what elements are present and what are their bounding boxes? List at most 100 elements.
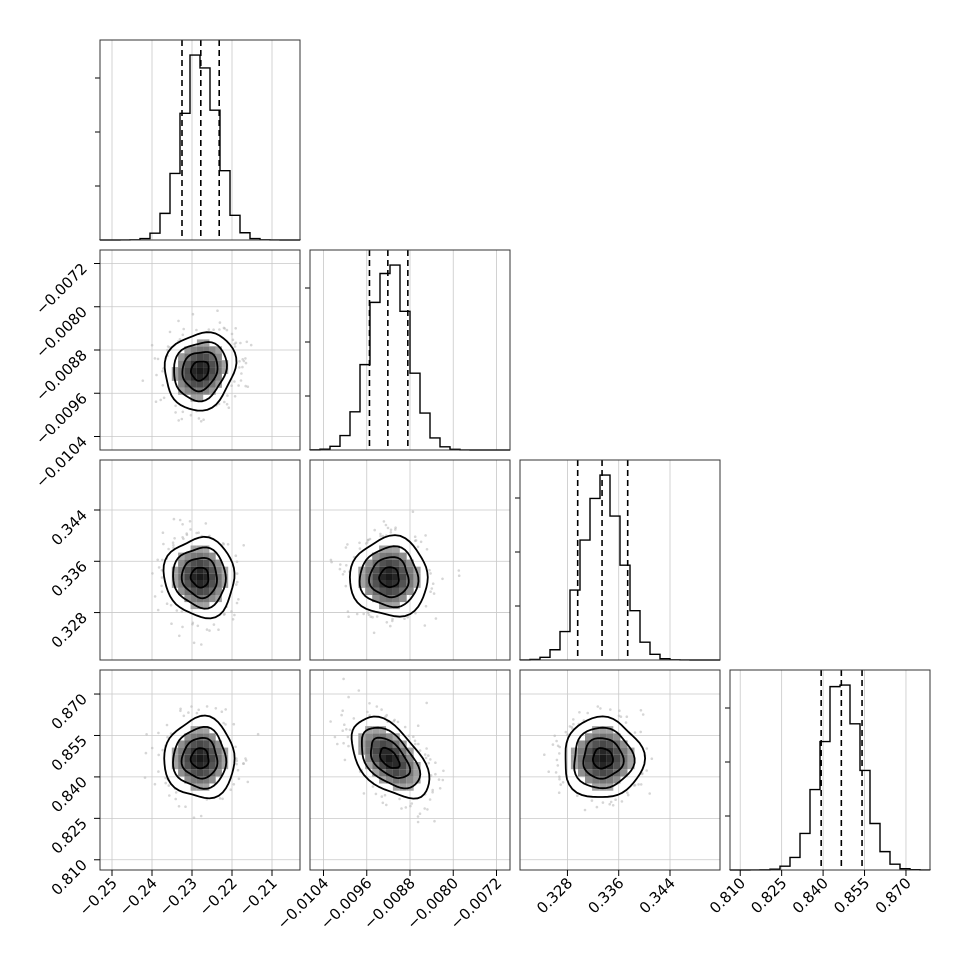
density-cell xyxy=(585,776,593,784)
scatter-point xyxy=(413,739,417,743)
panel-frame xyxy=(99,39,301,241)
density-cell xyxy=(209,346,216,354)
scatter-point xyxy=(362,792,366,795)
density-cell xyxy=(178,747,185,755)
y-tick-label-2-0: 0.328 xyxy=(48,609,91,652)
density-cell xyxy=(379,747,386,755)
y-tick-label-2-2: 0.344 xyxy=(48,506,91,549)
density-cell xyxy=(184,552,191,560)
scatter-point xyxy=(434,617,438,620)
scatter-point xyxy=(217,628,220,631)
panel-frame xyxy=(99,669,301,871)
scatter-point xyxy=(181,536,184,539)
scatter-point xyxy=(244,357,247,360)
scatter-point xyxy=(554,771,558,774)
density-cell xyxy=(203,602,210,610)
scatter-point xyxy=(330,560,333,564)
scatter-point xyxy=(352,717,356,720)
scatter-point xyxy=(236,580,239,584)
scatter-point xyxy=(174,791,178,794)
scatter-point xyxy=(141,379,145,383)
density-cell xyxy=(613,754,621,762)
scatter-point xyxy=(383,793,387,797)
scatter-point xyxy=(197,708,200,712)
density-cell xyxy=(578,747,586,755)
density-cell xyxy=(221,367,229,374)
scatter-point xyxy=(155,373,158,377)
scatter-point xyxy=(195,531,198,535)
density-cell xyxy=(399,747,407,755)
density-cell xyxy=(386,580,393,588)
density-cell xyxy=(585,754,593,762)
scatter-point xyxy=(208,629,211,632)
scatter-point xyxy=(197,417,201,420)
scatter-point xyxy=(590,799,594,802)
scatter-point xyxy=(547,770,550,773)
scatter-point xyxy=(347,744,350,748)
scatter-point xyxy=(164,781,167,785)
density-cell xyxy=(578,740,586,748)
density-cell xyxy=(215,353,222,361)
scatter-point xyxy=(244,361,248,365)
scatter-point xyxy=(409,804,412,808)
scatter-point xyxy=(416,724,420,727)
density-cell xyxy=(184,776,191,784)
scatter-point xyxy=(157,753,160,757)
density-panel-1-3 xyxy=(309,669,511,871)
density-cell xyxy=(203,587,210,595)
scatter-point xyxy=(157,770,160,773)
scatter-point xyxy=(355,612,359,616)
scatter-point xyxy=(427,754,430,757)
scatter-point xyxy=(424,604,428,608)
density-cell xyxy=(203,754,210,762)
scatter-point xyxy=(168,794,171,797)
scatter-point xyxy=(174,404,177,408)
density-cell xyxy=(406,587,414,595)
scatter-point xyxy=(624,721,628,724)
scatter-point xyxy=(239,379,243,382)
scatter-point xyxy=(633,783,637,787)
scatter-point xyxy=(156,357,160,361)
scatter-point xyxy=(389,531,393,534)
scatter-point xyxy=(177,419,180,422)
density-cell xyxy=(606,754,614,762)
density-cell xyxy=(599,769,607,777)
scatter-point xyxy=(609,708,612,711)
density-cell xyxy=(399,552,407,560)
scatter-point xyxy=(386,526,390,530)
scatter-point xyxy=(366,538,370,542)
y-tick-label-3-3: 0.855 xyxy=(48,732,91,775)
density-cell xyxy=(386,559,393,567)
scatter-point xyxy=(432,592,436,595)
scatter-point xyxy=(144,751,148,755)
density-cell xyxy=(184,346,191,354)
density-cell xyxy=(413,776,421,784)
density-cell xyxy=(599,762,607,770)
scatter-point xyxy=(639,709,643,712)
x-tick-label-0-4: −0.21 xyxy=(236,874,281,919)
panel-frame xyxy=(309,249,511,451)
density-cell xyxy=(399,595,407,603)
density-cell xyxy=(184,580,191,588)
scatter-point xyxy=(416,545,420,549)
density-cell xyxy=(592,733,600,741)
y-tick-label-3-0: 0.810 xyxy=(48,856,91,899)
scatter-point xyxy=(174,411,177,414)
scatter-point xyxy=(165,723,169,727)
scatter-point xyxy=(180,417,184,421)
scatter-point xyxy=(145,733,148,736)
scatter-point xyxy=(416,815,420,818)
scatter-point xyxy=(338,567,342,571)
scatter-point xyxy=(225,328,229,332)
density-cell xyxy=(578,769,586,777)
scatter-point xyxy=(191,312,195,316)
scatter-point xyxy=(347,695,350,699)
scatter-point xyxy=(227,406,231,410)
density-cell xyxy=(613,747,621,755)
scatter-point xyxy=(204,522,208,525)
density-cell xyxy=(196,394,204,402)
scatter-point xyxy=(153,357,157,360)
scatter-point xyxy=(428,568,431,572)
density-cell xyxy=(613,769,621,777)
scatter-point xyxy=(156,608,160,612)
